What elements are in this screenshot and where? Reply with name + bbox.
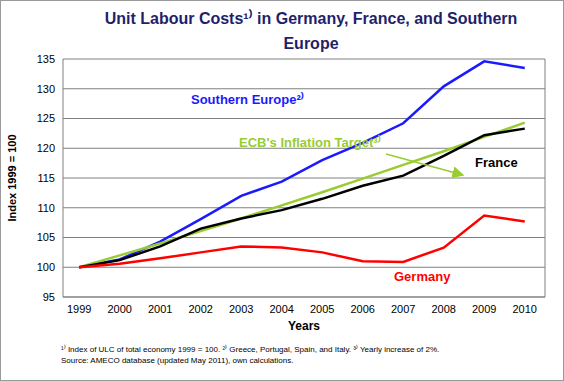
svg-text:95: 95 (43, 291, 55, 303)
svg-text:2006: 2006 (350, 303, 374, 315)
svg-text:135: 135 (37, 53, 55, 65)
svg-text:2001: 2001 (148, 303, 172, 315)
svg-text:2007: 2007 (391, 303, 415, 315)
svg-text:100: 100 (37, 261, 55, 273)
html-text:¹⁾ Index of ULC of total econo: ¹⁾ Index of ULC of total economy 1999 = … (61, 345, 440, 354)
svg-text:2010: 2010 (513, 303, 537, 315)
svg-text:2000: 2000 (107, 303, 131, 315)
svg-text:130: 130 (37, 83, 55, 95)
svg-text:2004: 2004 (269, 303, 293, 315)
html-text:Germany: Germany (394, 269, 451, 284)
svg-text:115: 115 (37, 172, 55, 184)
html-text:France: France (475, 155, 518, 170)
html-text:Source: AMECO database (update: Source: AMECO database (updated May 2011… (61, 356, 294, 365)
svg-text:Index 1999 = 100: Index 1999 = 100 (8, 134, 18, 221)
svg-text:2008: 2008 (431, 303, 455, 315)
svg-text:2002: 2002 (188, 303, 212, 315)
svg-text:Years: Years (288, 319, 320, 333)
svg-text:1999: 1999 (67, 303, 91, 315)
svg-text:110: 110 (37, 202, 55, 214)
svg-text:2005: 2005 (310, 303, 334, 315)
svg-text:105: 105 (37, 231, 55, 243)
svg-text:2003: 2003 (229, 303, 253, 315)
html-text:Southern Europe²⁾: Southern Europe²⁾ (191, 92, 304, 107)
svg-text:120: 120 (37, 142, 55, 154)
html-text:Unit Labour Costs¹⁾ in Germany: Unit Labour Costs¹⁾ in Germany, France, … (104, 10, 518, 52)
svg-text:2009: 2009 (472, 303, 496, 315)
svg-text:125: 125 (37, 112, 55, 124)
html-text:ECB's Inflation Target³⁾: ECB's Inflation Target³⁾ (239, 135, 381, 150)
